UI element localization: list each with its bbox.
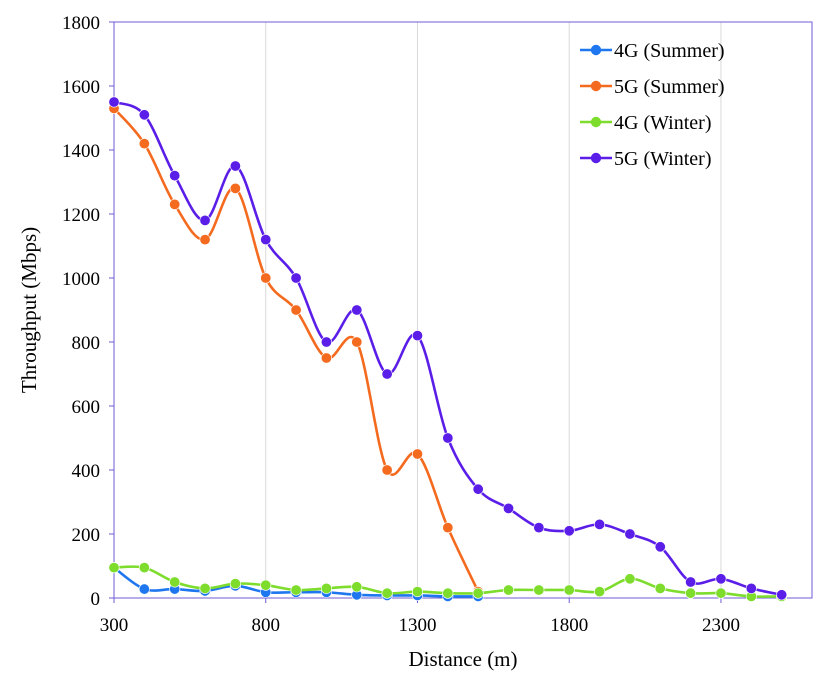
y-tick-label: 600: [72, 397, 101, 418]
data-point: [108, 96, 120, 108]
data-point: [229, 182, 241, 194]
series-5g-summer: [108, 102, 484, 598]
data-point: [199, 582, 211, 594]
data-point: [533, 522, 545, 534]
data-point: [169, 170, 181, 182]
y-tick-label: 800: [72, 333, 101, 354]
y-tick-label: 1400: [62, 141, 100, 162]
data-point: [472, 587, 484, 599]
data-point: [320, 336, 332, 348]
data-point: [594, 586, 606, 598]
data-point: [381, 587, 393, 599]
data-point: [169, 576, 181, 588]
x-tick-label: 2300: [702, 615, 740, 636]
data-point: [776, 589, 788, 601]
data-point: [685, 587, 697, 599]
series-line: [112, 100, 783, 597]
legend-label: 4G (Winter): [614, 112, 712, 134]
data-point: [624, 528, 636, 540]
y-tick-label: 1600: [62, 77, 100, 98]
legend: 4G (Summer) 5G (Summer) 4G (Winter) 5G (Win…: [580, 40, 725, 170]
grid-lines: [265, 22, 722, 598]
x-axis-label: Distance (m): [408, 647, 517, 671]
x-tick-label: 800: [251, 615, 280, 636]
data-point: [320, 352, 332, 364]
series-4g-summer: [108, 562, 484, 602]
data-point: [715, 587, 727, 599]
x-tick-label: 300: [100, 615, 129, 636]
series-5g-winter: [108, 96, 788, 601]
data-point: [138, 562, 150, 574]
legend-label: 5G (Summer): [614, 76, 725, 98]
y-axis-label: Throughput (Mbps): [17, 227, 41, 393]
y-tick-label: 200: [72, 525, 101, 546]
data-point: [290, 584, 302, 596]
legend-item: 4G (Winter): [580, 112, 712, 134]
data-point: [442, 587, 454, 599]
data-point: [381, 464, 393, 476]
data-point: [199, 214, 211, 226]
x-tick-label: 1800: [550, 615, 588, 636]
data-point: [503, 584, 515, 596]
legend-item: 4G (Summer): [580, 40, 725, 62]
data-point: [351, 336, 363, 348]
x-axis-ticks: 300 800 1300 1800 2300: [100, 598, 740, 636]
data-point: [472, 483, 484, 495]
data-point: [138, 138, 150, 150]
legend-marker: [590, 44, 602, 56]
data-point: [290, 272, 302, 284]
data-point: [503, 502, 515, 514]
y-tick-label: 400: [72, 461, 101, 482]
data-point: [381, 368, 393, 380]
data-point: [654, 582, 666, 594]
legend-marker: [590, 80, 602, 92]
y-tick-label: 1000: [62, 269, 100, 290]
data-point: [411, 448, 423, 460]
y-tick-label: 1800: [62, 13, 100, 34]
legend-marker: [590, 116, 602, 128]
legend-item: 5G (Winter): [580, 148, 712, 170]
data-point: [351, 304, 363, 316]
data-point: [442, 522, 454, 534]
data-point: [108, 562, 120, 574]
series-layer: [108, 96, 788, 602]
data-point: [533, 584, 545, 596]
data-point: [715, 573, 727, 585]
data-point: [229, 160, 241, 172]
legend-label: 5G (Winter): [614, 148, 712, 170]
y-tick-label: 1200: [62, 205, 100, 226]
data-point: [260, 234, 272, 246]
data-point: [229, 578, 241, 590]
data-point: [442, 432, 454, 444]
data-point: [594, 518, 606, 530]
series-4g-winter: [108, 562, 788, 602]
data-point: [138, 583, 150, 595]
data-point: [745, 582, 757, 594]
data-point: [260, 579, 272, 591]
data-point: [563, 525, 575, 537]
data-point: [169, 198, 181, 210]
data-point: [290, 304, 302, 316]
y-tick-label: 0: [91, 589, 101, 610]
data-point: [411, 330, 423, 342]
x-tick-label: 1300: [398, 615, 436, 636]
data-point: [138, 109, 150, 121]
legend-label: 4G (Summer): [614, 40, 725, 62]
data-point: [685, 576, 697, 588]
plot-area: [113, 21, 813, 599]
y-axis-ticks: 0 200 400 600 800 1000 1200 1400 1600 1800: [62, 13, 114, 610]
data-point: [411, 586, 423, 598]
legend-item: 5G (Summer): [580, 76, 725, 98]
data-point: [260, 272, 272, 284]
data-point: [624, 573, 636, 585]
data-point: [563, 584, 575, 596]
legend-marker: [590, 152, 602, 164]
data-point: [199, 234, 211, 246]
data-point: [320, 582, 332, 594]
data-point: [654, 541, 666, 553]
data-point: [351, 581, 363, 593]
